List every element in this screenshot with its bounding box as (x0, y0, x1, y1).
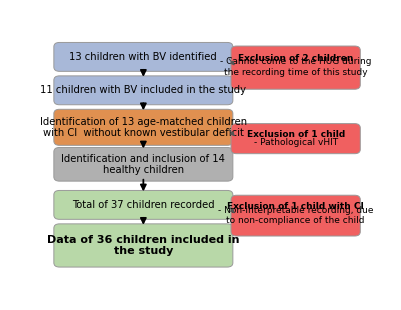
Text: 11 children with BV included in the study: 11 children with BV included in the stud… (41, 85, 246, 95)
FancyBboxPatch shape (231, 46, 360, 89)
Text: Identification and inclusion of 14
healthy children: Identification and inclusion of 14 healt… (61, 153, 225, 175)
FancyBboxPatch shape (54, 190, 233, 219)
Text: Exclusion of 1 child: Exclusion of 1 child (247, 130, 345, 139)
FancyBboxPatch shape (231, 195, 360, 236)
Text: - Pathological vHIT: - Pathological vHIT (253, 138, 338, 147)
FancyBboxPatch shape (54, 42, 233, 71)
Text: - Non-interpretable recording, due
to non-compliance of the child: - Non-interpretable recording, due to no… (218, 206, 373, 225)
FancyBboxPatch shape (54, 76, 233, 105)
Text: Identification of 13 age-matched children
with CI  without known vestibular defi: Identification of 13 age-matched childre… (40, 117, 247, 138)
Text: Exclusion of 1 child with CI: Exclusion of 1 child with CI (227, 202, 364, 211)
FancyBboxPatch shape (54, 109, 233, 145)
Text: Exclusion of 2 children: Exclusion of 2 children (238, 54, 353, 63)
Text: - Cannot come to the HUG during
the recording time of this study: - Cannot come to the HUG during the reco… (220, 57, 371, 77)
Text: 13 children with BV identified: 13 children with BV identified (69, 52, 217, 62)
FancyBboxPatch shape (54, 148, 233, 181)
Text: Data of 36 children included in
the study: Data of 36 children included in the stud… (47, 235, 240, 256)
Text: Total of 37 children recorded: Total of 37 children recorded (72, 200, 215, 210)
FancyBboxPatch shape (54, 224, 233, 267)
FancyBboxPatch shape (231, 124, 360, 154)
